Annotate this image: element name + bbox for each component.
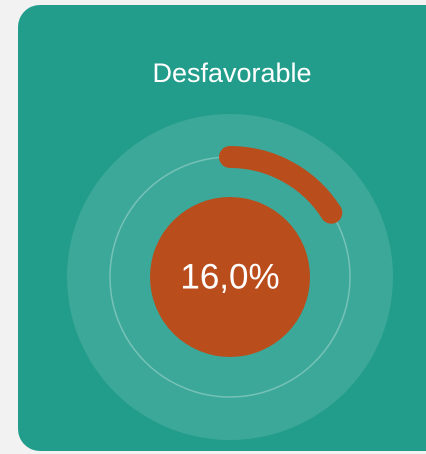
gauge-value-label: 16,0% [180,257,279,296]
card-title: Desfavorable [152,58,311,88]
gauge-arc [219,146,343,224]
gauge-center [150,197,310,357]
